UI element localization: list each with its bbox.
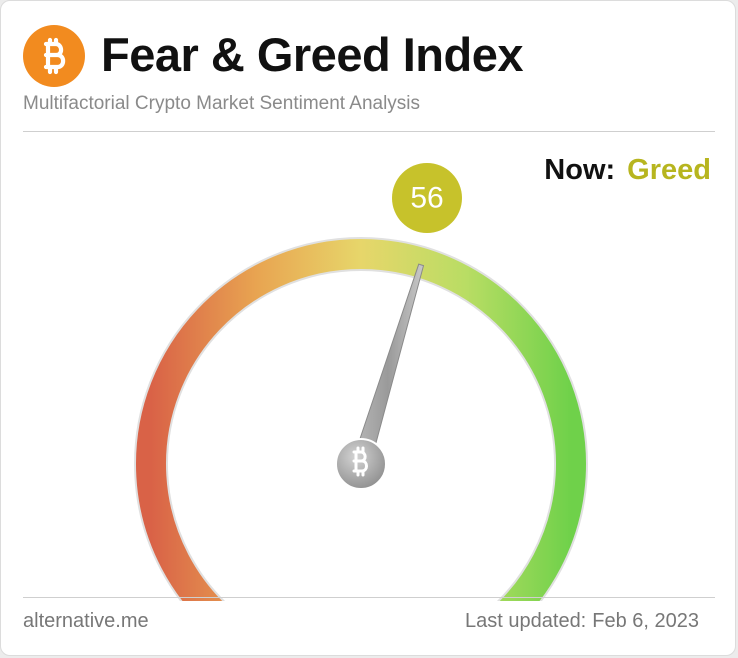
bitcoin-logo-icon xyxy=(23,25,85,87)
header-divider xyxy=(23,131,715,132)
footer-divider xyxy=(23,597,715,598)
last-updated-label: Last updated: xyxy=(465,610,587,632)
last-updated: Last updated: Feb 6, 2023 xyxy=(465,610,699,633)
gauge-hub-bitcoin-icon xyxy=(335,438,387,490)
last-updated-date: Feb 6, 2023 xyxy=(592,610,699,632)
source-link[interactable]: alternative.me xyxy=(23,610,149,632)
gauge-arc xyxy=(136,239,586,601)
page-title: Fear & Greed Index xyxy=(101,28,524,81)
page-subtitle: Multifactorial Crypto Market Sentiment A… xyxy=(23,93,421,114)
value-text: 56 xyxy=(410,182,443,215)
classification-label: Greed xyxy=(627,154,711,186)
sentiment-gauge: 56 xyxy=(134,163,588,601)
now-label: Now: xyxy=(544,154,616,186)
gauge-needle xyxy=(351,263,425,468)
value-badge xyxy=(392,163,462,233)
current-status: Now: Greed xyxy=(544,154,711,187)
